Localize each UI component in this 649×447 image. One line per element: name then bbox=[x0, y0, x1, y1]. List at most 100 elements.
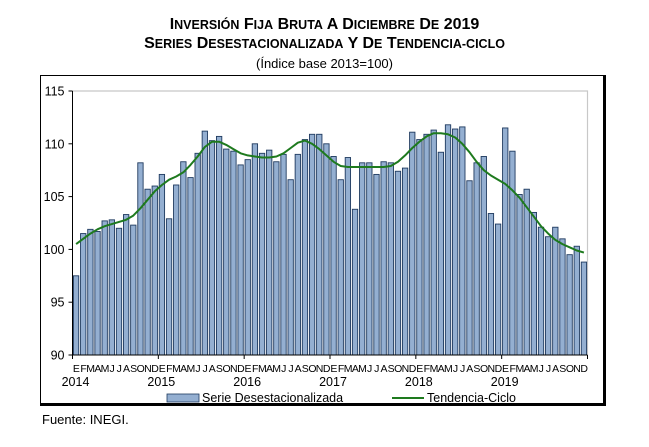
bar bbox=[201, 130, 208, 356]
x-month-label: N bbox=[144, 363, 151, 375]
bar bbox=[316, 133, 323, 356]
bar bbox=[165, 218, 173, 356]
x-month-label: E bbox=[416, 363, 423, 375]
x-month-label: M bbox=[272, 363, 280, 375]
x-month-label: N bbox=[487, 363, 494, 375]
bar bbox=[216, 135, 223, 356]
x-month-label: A bbox=[380, 363, 387, 375]
bar bbox=[258, 152, 266, 356]
x-month-label: J bbox=[460, 363, 465, 375]
x-month-label: J bbox=[195, 363, 200, 375]
x-month-label: J bbox=[281, 363, 286, 375]
x-month-label: A bbox=[180, 363, 187, 375]
bar bbox=[559, 238, 566, 356]
x-month-label: M bbox=[186, 363, 194, 375]
x-month-label: D bbox=[409, 363, 417, 375]
x-year-label: 2019 bbox=[491, 375, 519, 389]
bar bbox=[337, 179, 344, 356]
y-tick-label: 105 bbox=[44, 190, 65, 204]
x-month-label: M bbox=[358, 363, 366, 375]
bar bbox=[580, 261, 588, 356]
bar bbox=[294, 153, 301, 356]
x-month-label: A bbox=[438, 363, 445, 375]
bar bbox=[123, 214, 130, 356]
x-month-label: O bbox=[137, 363, 145, 375]
bar bbox=[151, 185, 158, 356]
bar bbox=[459, 126, 466, 356]
x-month-label: F bbox=[252, 363, 258, 375]
x-month-label: F bbox=[80, 363, 86, 375]
x-month-label: M bbox=[430, 363, 438, 375]
legend-label-bars: Serie Desestacionalizada bbox=[202, 391, 343, 405]
x-month-label: N bbox=[573, 363, 580, 375]
bar bbox=[130, 224, 137, 356]
x-month-label: F bbox=[424, 363, 430, 375]
legend-swatch-bars bbox=[166, 393, 200, 403]
chart-frame bbox=[40, 75, 606, 406]
bar bbox=[423, 133, 430, 356]
bar bbox=[251, 143, 259, 356]
x-month-label: J bbox=[539, 363, 544, 375]
bar bbox=[545, 236, 552, 356]
bar bbox=[87, 228, 94, 356]
x-month-label: A bbox=[209, 363, 216, 375]
x-month-label: O bbox=[480, 363, 488, 375]
x-month-label: J bbox=[546, 363, 551, 375]
x-month-label: M bbox=[515, 363, 523, 375]
trend-series bbox=[75, 132, 585, 254]
bar bbox=[380, 161, 387, 356]
bar bbox=[273, 161, 280, 356]
bar bbox=[266, 149, 273, 356]
y-tick-label: 95 bbox=[51, 296, 65, 310]
x-month-label: S bbox=[559, 363, 566, 375]
x-month-label: M bbox=[344, 363, 352, 375]
x-month-label: N bbox=[402, 363, 409, 375]
bar bbox=[173, 184, 180, 356]
x-month-label: J bbox=[202, 363, 207, 375]
x-month-label: A bbox=[466, 363, 473, 375]
bar bbox=[452, 128, 459, 356]
x-month-label: S bbox=[216, 363, 223, 375]
bar bbox=[516, 194, 523, 356]
x-month-label: S bbox=[302, 363, 309, 375]
x-month-label: E bbox=[330, 363, 337, 375]
bar bbox=[308, 133, 316, 356]
x-month-label: J bbox=[453, 363, 458, 375]
bar bbox=[473, 162, 480, 356]
bar bbox=[537, 226, 545, 356]
x-month-label: E bbox=[159, 363, 166, 375]
x-month-label: A bbox=[94, 363, 101, 375]
y-tick-label: 115 bbox=[45, 85, 65, 99]
x-month-label: E bbox=[502, 363, 509, 375]
bar bbox=[573, 245, 580, 356]
chart-title-line2: SERIES DESESTACIONALIZADA Y DE TENDENCIA… bbox=[144, 35, 505, 52]
bar bbox=[94, 230, 101, 356]
bar bbox=[494, 223, 502, 356]
source-note: Fuente: INEGI. bbox=[42, 412, 129, 427]
bar bbox=[230, 150, 237, 356]
x-month-label: E bbox=[245, 363, 252, 375]
x-month-label: F bbox=[338, 363, 344, 375]
bar bbox=[158, 173, 166, 356]
bar bbox=[523, 188, 530, 356]
legend-label-trend: Tendencia-Ciclo bbox=[427, 391, 516, 405]
legend: Serie Desestacionalizada Tendencia-Ciclo bbox=[166, 391, 516, 405]
bar bbox=[430, 129, 437, 356]
x-month-label: E bbox=[73, 363, 80, 375]
x-month-label: J bbox=[110, 363, 115, 375]
bar bbox=[280, 153, 287, 356]
x-month-label: A bbox=[266, 363, 273, 375]
bar bbox=[323, 143, 330, 356]
x-month-label: M bbox=[172, 363, 180, 375]
bar bbox=[387, 162, 394, 356]
bar bbox=[409, 131, 416, 356]
bar bbox=[401, 167, 409, 356]
x-month-label: S bbox=[388, 363, 395, 375]
x-month-label: J bbox=[288, 363, 293, 375]
bar bbox=[359, 162, 366, 356]
bar bbox=[366, 162, 373, 356]
x-month-label: O bbox=[566, 363, 574, 375]
bar bbox=[208, 140, 216, 356]
x-month-label: M bbox=[444, 363, 452, 375]
